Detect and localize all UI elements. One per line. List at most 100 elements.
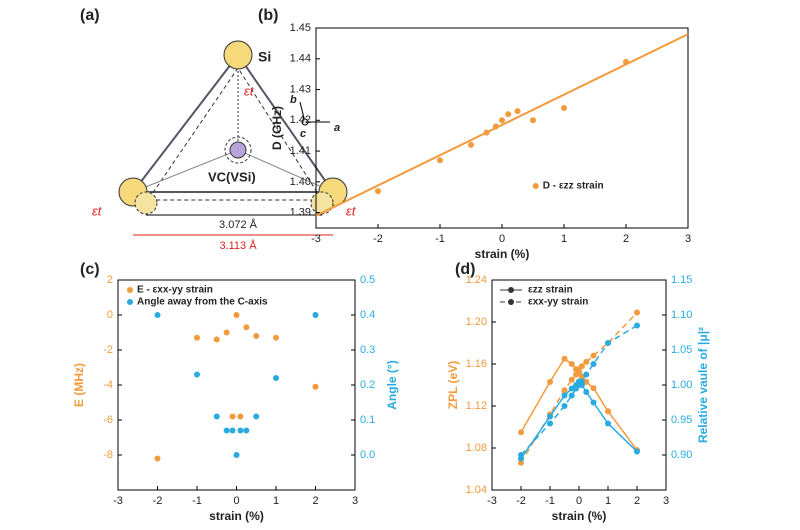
bond	[237, 149, 334, 193]
point	[154, 455, 161, 462]
panel-label: (b)	[258, 7, 278, 24]
x-tick-label: 0	[499, 233, 505, 245]
legend-label: εzz strain	[528, 285, 573, 296]
point	[518, 452, 524, 458]
point	[568, 392, 575, 399]
point	[530, 117, 536, 124]
y-axis-label: D (GHz)	[270, 106, 284, 150]
point	[154, 312, 161, 318]
axis-origin	[301, 118, 309, 126]
point	[583, 371, 590, 378]
legend-marker	[508, 299, 514, 305]
y2-tick-label: 0.0	[360, 449, 375, 461]
point	[578, 363, 585, 370]
point	[605, 408, 611, 415]
dimension-label: 3.113 Å	[219, 239, 257, 252]
atom	[223, 40, 253, 70]
point	[213, 336, 220, 343]
y-tick-label: -6	[103, 414, 113, 426]
strain-label: εt	[346, 203, 357, 218]
y-tick-label: 1.44	[290, 53, 311, 65]
point	[233, 452, 240, 458]
y2-tick-label: 0.2	[360, 379, 375, 391]
legend-marker	[127, 299, 133, 305]
atom-shifted	[310, 191, 334, 215]
point	[561, 355, 568, 362]
point	[194, 334, 200, 341]
x-axis-label: strain (%)	[209, 509, 264, 523]
panel-label: (d)	[455, 261, 475, 278]
x-tick-label: 3	[663, 495, 669, 507]
legend-marker	[127, 287, 133, 293]
legend-label: Angle away from the C-axis	[137, 297, 268, 308]
legend-marker	[508, 287, 514, 293]
point	[568, 385, 575, 392]
point	[505, 111, 512, 118]
y2-axis-label: Relative vaule of |μ|²	[696, 327, 710, 443]
atom-label: Si	[258, 49, 271, 65]
y-tick-label: 1.41	[290, 145, 311, 157]
point	[578, 378, 585, 385]
axis-label: b	[290, 94, 297, 106]
x-tick-label: -3	[113, 495, 123, 507]
x-tick-label: 2	[312, 495, 318, 507]
point	[483, 129, 490, 136]
point	[590, 385, 597, 392]
fit-line	[315, 33, 689, 217]
x-axis-label: strain (%)	[475, 247, 530, 261]
x-tick-label: 2	[634, 495, 640, 507]
strain-label: εt	[244, 83, 255, 98]
y-tick-label: 1.12	[466, 400, 487, 412]
point	[547, 420, 553, 427]
point	[583, 389, 590, 395]
point	[561, 387, 568, 394]
x-tick-label: 1	[605, 495, 611, 507]
x-tick-label: 1	[561, 233, 567, 245]
point	[568, 376, 575, 383]
triangle	[130, 53, 335, 193]
point	[499, 117, 505, 124]
point	[229, 427, 236, 434]
point	[253, 413, 260, 420]
y2-tick-label: 0.5	[360, 274, 375, 286]
point	[437, 157, 443, 164]
x-tick-label: -2	[373, 233, 383, 245]
legend-label: εxx-yy strain	[528, 297, 588, 308]
vacancy	[229, 141, 247, 159]
point	[561, 392, 568, 399]
point	[583, 358, 590, 365]
y-tick-label: 1.24	[466, 274, 487, 286]
point	[605, 420, 611, 427]
x-tick-label: -1	[545, 495, 555, 507]
point	[273, 334, 279, 341]
y-axis-label: E (MHz)	[72, 363, 86, 407]
point	[573, 371, 580, 378]
point	[213, 413, 220, 420]
point	[233, 312, 240, 318]
dimension-label: 3.072 Å	[219, 218, 258, 231]
x-tick-label: -2	[516, 495, 526, 507]
point	[561, 105, 567, 111]
point	[273, 375, 279, 381]
legend-label: D - εzz strain	[543, 181, 604, 192]
point	[634, 448, 640, 455]
y-tick-label: 1.40	[290, 176, 311, 188]
y-tick-label: 1.39	[290, 207, 311, 219]
x-axis-label: strain (%)	[552, 509, 607, 523]
x-tick-label: -1	[435, 233, 445, 245]
point	[468, 141, 474, 148]
x-tick-label: -2	[153, 495, 163, 507]
y-tick-label: 1.43	[290, 83, 311, 95]
point	[590, 361, 597, 367]
plot-frame	[117, 279, 356, 491]
plot-frame	[315, 27, 689, 229]
point	[492, 123, 499, 130]
legend-marker	[532, 183, 539, 189]
y-tick-label: 1.20	[466, 316, 487, 328]
point	[312, 312, 319, 318]
y-tick-label: -4	[103, 379, 113, 391]
y-tick-label: 2	[107, 274, 113, 286]
point	[375, 188, 381, 195]
point	[634, 309, 640, 316]
y2-tick-label: 0.3	[360, 344, 375, 356]
